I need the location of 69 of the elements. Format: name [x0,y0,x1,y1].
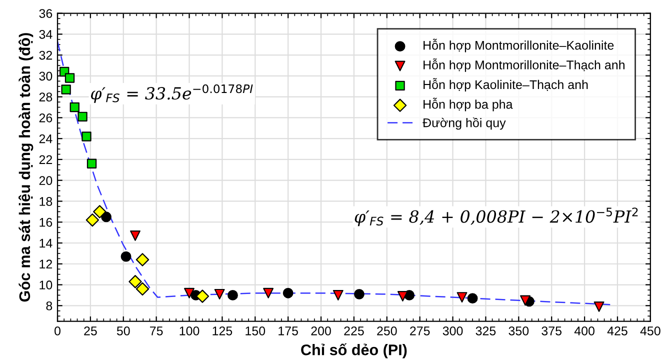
y-tick-label: 10 [40,280,52,290]
point [86,213,100,227]
x-tick-label: 150 [246,326,266,336]
y-tick-label: 30 [39,72,52,81]
point [130,230,140,241]
point [214,288,225,300]
y-tick-label: 24 [39,134,52,144]
y-tick-label: 34 [39,30,52,39]
point [282,288,294,298]
point [228,290,238,300]
x-tick-label: 75 [150,326,163,336]
point [61,84,71,94]
y-tick-label: 26 [39,114,52,122]
y-tick-label: 20 [39,176,52,185]
point [64,73,75,83]
y-tick-label: 36 [39,9,52,18]
x-tick-label: 300 [442,326,463,336]
point [136,282,150,296]
x-tick-label: 375 [542,326,562,336]
point [196,290,210,303]
point [456,292,468,303]
annotation: φ′$_{FS}$ = 8,4 + 0,008PI − 2×10$^{−5}$PI$^{2}$ [354,208,638,226]
y-axis-title: Góc ma sát hiệu dụng hoàn toàn (độ) [18,33,34,302]
point [120,251,132,262]
legend-label: Hỗn hợp Montmorillonite–Kaolinite [424,38,614,52]
y-tick-label: 32 [39,50,52,60]
y-tick-label: 28 [39,92,52,102]
point [136,253,150,266]
y-tick-label: 16 [40,218,52,227]
point [398,291,408,302]
point [82,132,92,142]
x-tick-label: 275 [410,326,430,336]
annotation: φ′$_{FS}$ = 33.5e$^{−0.0178PI}$ [90,84,253,103]
y-tick-label: 12 [40,260,52,268]
legend-label: Hỗn hợp Montmorillonite–Thạch anh [424,58,624,72]
x-tick-label: 250 [377,326,397,336]
y-tick-label: 18 [40,197,52,206]
legend-label: Đường hồi quy [422,117,506,130]
x-axis-title: Chỉ số dẻo (PI) [301,343,407,358]
y-tick-label: 22 [39,155,52,164]
point [184,288,194,298]
x-tick-label: 325 [476,326,496,336]
point [128,275,142,288]
x-tick-label: 225 [344,326,364,336]
x-tick-label: 0 [54,326,60,336]
point [520,295,530,306]
x-tick-label: 350 [508,326,529,336]
legend-label: Hỗn hợp Kaolinite–Thạch anh [424,78,588,92]
x-tick-label: 200 [311,326,331,336]
point [93,205,106,218]
point [86,158,97,168]
x-tick-label: 425 [607,326,628,336]
x-tick-label: 125 [212,326,232,336]
x-tick-label: 175 [278,326,298,336]
y-tick-label: 8 [46,301,52,310]
point [263,288,274,298]
x-tick-label: 25 [84,326,97,336]
x-tick-label: 450 [640,326,660,336]
point [467,293,478,304]
point [332,290,344,300]
x-tick-label: 100 [180,326,200,336]
x-tick-label: 400 [574,326,594,336]
point [594,301,604,312]
x-tick-label: 50 [116,326,130,336]
point [78,112,88,122]
legend-label: Hỗn hợp ba pha [424,98,513,112]
point [354,288,364,300]
y-tick-label: 14 [40,238,52,248]
point [70,102,80,112]
